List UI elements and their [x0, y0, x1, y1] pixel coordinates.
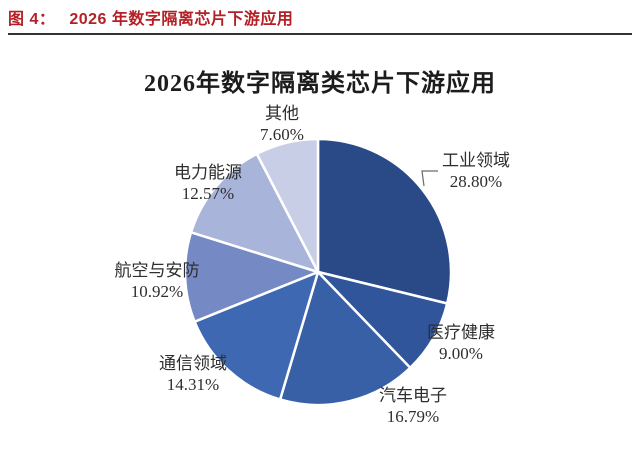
slice-label-percent: 7.60% [260, 124, 304, 144]
slice-label-name: 医疗健康 [427, 323, 495, 342]
figure-header: 图 4： 2026 年数字隔离芯片下游应用 [8, 5, 293, 29]
slice-label-name: 汽车电子 [379, 386, 447, 405]
slice-label-name: 航空与安防 [114, 261, 200, 280]
slice-label-percent: 9.00% [439, 343, 483, 363]
slice-label-name: 通信领域 [159, 354, 227, 373]
pie-slice-6 [189, 152, 320, 274]
slice-label: 其他 7.60% [260, 104, 304, 145]
slice-label-percent: 14.31% [166, 374, 220, 394]
figure-title: 2026 年数字隔离芯片下游应用 [69, 11, 294, 28]
chart-title: 2026年数字隔离类芯片下游应用 [144, 71, 496, 97]
slice-label-name: 电力能源 [174, 163, 242, 182]
slice-label: 电力能源 12.57% [174, 163, 242, 204]
slice-label: 医疗健康 9.00% [427, 323, 495, 364]
pie-slice-4 [193, 270, 320, 401]
slice-label: 航空与安防 10.92% [115, 261, 200, 302]
leader-line [421, 170, 438, 187]
slice-label-percent: 28.80% [449, 171, 503, 191]
header-divider [8, 33, 632, 35]
slice-label: 汽车电子 16.79% [379, 386, 447, 427]
pie-slice-5 [183, 231, 320, 323]
slice-label: 工业领域 28.80% [442, 151, 510, 192]
slice-label-percent: 10.92% [130, 281, 184, 301]
slice-label-percent: 12.57% [181, 183, 235, 203]
slice-label-name: 其他 [264, 104, 299, 123]
pie-slice-3 [278, 270, 412, 407]
slice-label: 通信领域 14.31% [159, 354, 227, 395]
pie-slice-1 [316, 137, 453, 305]
pie-slice-7 [255, 137, 320, 274]
slice-label-percent: 16.79% [386, 406, 440, 426]
figure-label: 图 4： [8, 11, 56, 28]
slice-label-name: 工业领域 [442, 151, 510, 170]
